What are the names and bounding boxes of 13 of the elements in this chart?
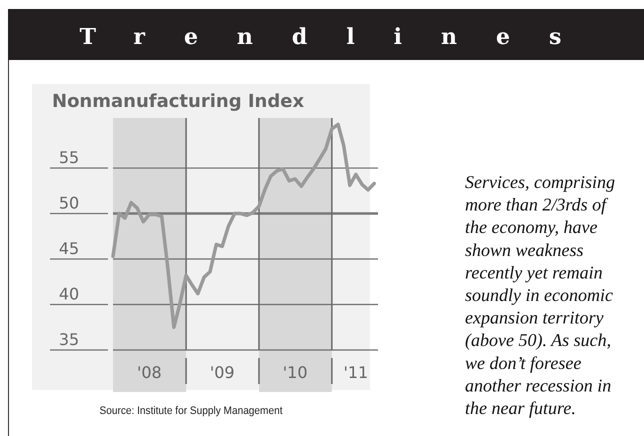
chart-subtitle: Nonmanufacturing Index (52, 91, 304, 112)
x-tick-label: '09 (210, 363, 235, 382)
x-tick-label: '10 (282, 363, 308, 382)
y-tick-label: 50 (58, 194, 80, 213)
y-tick-label: 55 (58, 148, 80, 168)
y-tick-label: 45 (58, 239, 80, 258)
x-tick-label: '08 (136, 363, 162, 382)
text: Services, comprising more than 2/3rds of the economy, have shown weakness recently yet remain soundly in economic expansion territory (above 50). As such, we don’t foresee another recession in the near future. (465, 172, 615, 418)
y-tick-label: 35 (58, 330, 80, 349)
y-tick-label: 40 (58, 284, 80, 304)
chart-title: Trendlines (80, 24, 600, 50)
source-note: Source: Institute for Supply Management (100, 404, 283, 418)
x-tick-label: '11 (343, 363, 368, 382)
